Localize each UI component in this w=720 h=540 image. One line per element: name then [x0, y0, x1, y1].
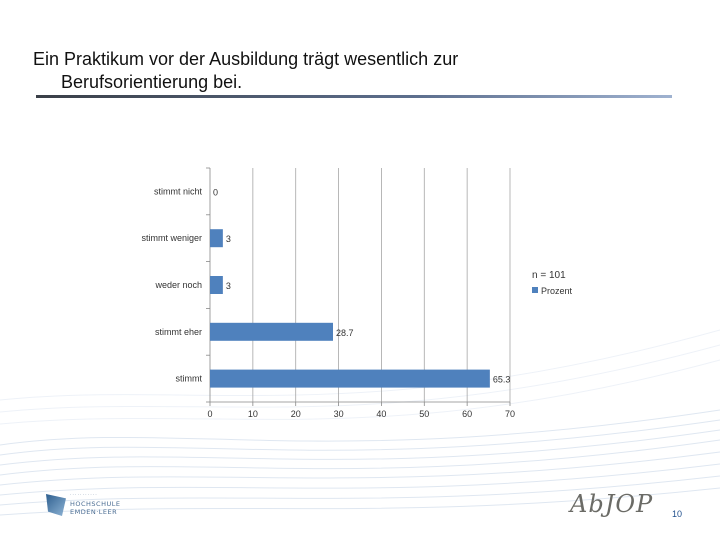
- x-tick-label: 20: [291, 409, 301, 419]
- category-label: stimmt nicht: [154, 186, 203, 196]
- x-tick-label: 50: [419, 409, 429, 419]
- sample-size-annotation: n = 101: [532, 270, 566, 281]
- x-tick-label: 60: [462, 409, 472, 419]
- category-label: stimmt eher: [155, 327, 202, 337]
- title-line-2: Berufsorientierung bei.: [61, 72, 243, 92]
- x-tick-label: 70: [505, 409, 515, 419]
- data-label: 65.3: [493, 375, 511, 385]
- x-tick-label: 40: [376, 409, 386, 419]
- logo-mark-icon: [46, 494, 66, 516]
- category-label: weder noch: [154, 280, 202, 290]
- bar: [210, 369, 490, 388]
- data-label: 3: [226, 234, 231, 244]
- category-label: stimmt weniger: [141, 233, 202, 243]
- title-line-1: Ein Praktikum vor der Ausbildung trägt w…: [33, 49, 459, 69]
- logo-line-2: EMDEN·LEER: [70, 508, 118, 516]
- page-number: 10: [672, 509, 683, 519]
- legend-swatch: [532, 287, 538, 293]
- data-label: 28.7: [336, 328, 354, 338]
- title-underline: [36, 95, 672, 98]
- data-label: 0: [213, 187, 218, 197]
- category-label: stimmt: [176, 374, 203, 384]
- x-tick-label: 0: [207, 409, 212, 419]
- slide-title: Ein Praktikum vor der Ausbildung trägt w…: [33, 48, 593, 94]
- bar: [210, 322, 333, 341]
- x-tick-label: 30: [334, 409, 344, 419]
- data-label: 3: [226, 281, 231, 291]
- university-logo: · · · · · · · · · · · HOCHSCHULE EMDEN·L…: [46, 492, 121, 518]
- legend-label: Prozent: [541, 286, 573, 296]
- bar: [210, 229, 223, 248]
- project-logo: AbJOP: [570, 490, 654, 518]
- bar: [210, 276, 223, 294]
- x-tick-label: 10: [248, 409, 258, 419]
- logo-line-1: HOCHSCHULE: [70, 500, 121, 508]
